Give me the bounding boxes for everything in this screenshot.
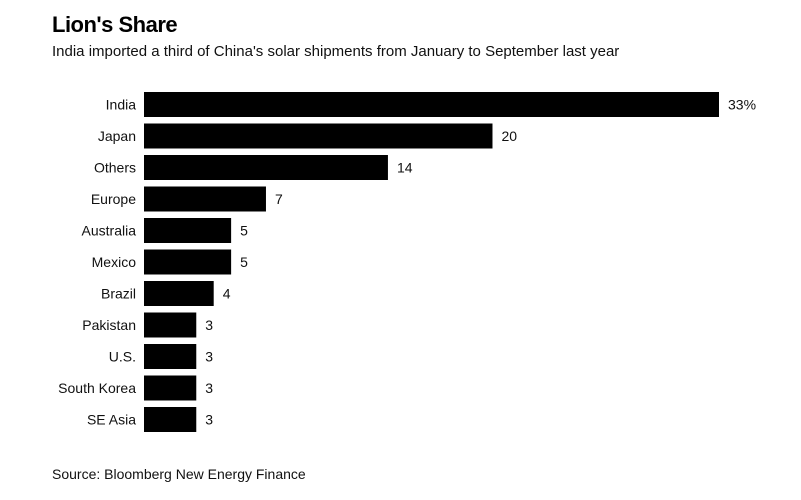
category-label-australia: Australia [82, 223, 137, 239]
bar-europe [144, 186, 266, 212]
bar-india [144, 92, 719, 117]
value-label-india: 33% [728, 97, 756, 113]
value-label-mexico: 5 [240, 254, 248, 270]
category-label-brazil: Brazil [101, 286, 136, 302]
chart-subtitle: India imported a third of China's solar … [52, 43, 620, 60]
category-label-india: India [106, 97, 137, 113]
chart-source: Source: Bloomberg New Energy Finance [52, 466, 306, 482]
bar-south-korea [144, 375, 197, 401]
value-label-australia: 5 [240, 223, 248, 239]
bar-u-s [144, 344, 197, 369]
bar-japan [144, 123, 493, 149]
bar-others [144, 155, 388, 180]
bar-australia [144, 218, 232, 243]
category-label-others: Others [94, 160, 136, 176]
bar-mexico [144, 249, 232, 275]
category-label-europe: Europe [91, 191, 136, 207]
value-label-brazil: 4 [223, 286, 231, 302]
bar-chart: India 33% Japan 20 Others 14 Europe 7 Australia 5… [58, 92, 756, 432]
bar-se-asia [144, 407, 197, 432]
value-label-u-s: 3 [205, 349, 213, 365]
bar-pakistan [144, 312, 197, 338]
chart-title: Lion's Share [52, 12, 178, 37]
category-label-pakistan: Pakistan [82, 317, 136, 333]
value-label-se-asia: 3 [205, 412, 213, 428]
value-label-south-korea: 3 [205, 380, 213, 396]
category-label-mexico: Mexico [92, 254, 137, 270]
value-label-europe: 7 [275, 191, 283, 207]
value-label-pakistan: 3 [205, 317, 213, 333]
value-label-others: 14 [397, 160, 413, 176]
category-label-south-korea: South Korea [58, 380, 136, 396]
category-label-se-asia: SE Asia [87, 412, 136, 428]
bar-brazil [144, 281, 214, 306]
category-label-japan: Japan [98, 128, 136, 144]
category-label-u-s: U.S. [109, 349, 136, 365]
value-label-japan: 20 [501, 128, 517, 144]
